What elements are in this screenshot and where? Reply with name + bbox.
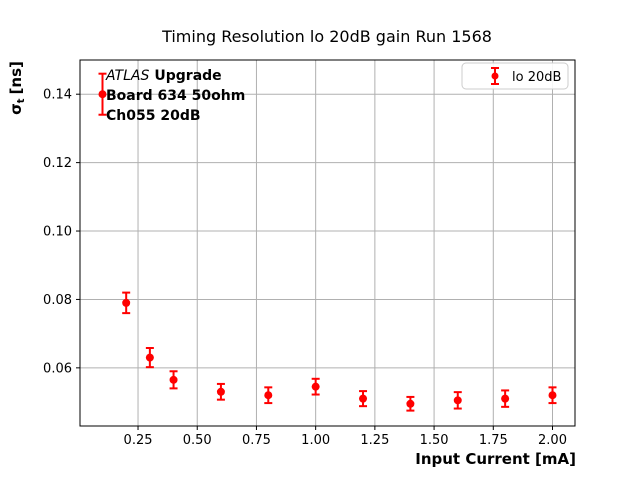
data-marker xyxy=(264,391,273,400)
y-tick-label: 0.12 xyxy=(43,156,72,171)
x-tick-label: 2.00 xyxy=(538,433,567,448)
errorbar-point xyxy=(359,390,368,408)
data-marker xyxy=(98,90,107,99)
y-tick-label: 0.14 xyxy=(43,88,72,103)
x-tick-label: 1.50 xyxy=(420,433,449,448)
y-tick-label: 0.06 xyxy=(43,361,72,376)
annotation-upgrade: Upgrade xyxy=(154,68,221,84)
data-marker xyxy=(406,399,415,408)
data-marker xyxy=(359,394,368,403)
y-axis-label-sigma: σ xyxy=(7,103,25,115)
errorbar-point xyxy=(548,386,557,405)
y-axis-label: σt [ns] xyxy=(7,61,27,115)
grid xyxy=(80,60,575,426)
x-tick-label: 0.25 xyxy=(124,433,153,448)
legend-errorbar-icon xyxy=(491,67,499,85)
errorbar-point xyxy=(169,370,178,390)
legend: lo 20dB xyxy=(461,62,569,90)
errorbar-point xyxy=(406,395,415,412)
x-tick-label: 0.50 xyxy=(183,433,212,448)
annotation-line-2: Board 634 50ohm xyxy=(106,88,245,104)
data-marker xyxy=(145,353,154,362)
y-tick-label: 0.10 xyxy=(43,225,72,240)
y-axis-label-units: [ns] xyxy=(7,61,25,94)
data-marker xyxy=(501,394,510,403)
errorbar-point xyxy=(453,391,462,410)
errorbar-point xyxy=(216,382,225,401)
axis-ticks: 0.25 0.50 0.75 1.00 1.25 1.50 1.75 2.00 0.06 0.08… xyxy=(43,88,567,448)
data-marker xyxy=(311,382,320,391)
x-tick-label: 1.00 xyxy=(301,433,330,448)
plot-area-border xyxy=(79,59,576,427)
annotation-line-3: Ch055 20dB xyxy=(106,108,201,124)
data-marker xyxy=(122,298,131,307)
data-marker xyxy=(548,391,557,400)
errorbar-point xyxy=(145,347,154,369)
x-axis-label: Input Current [mA] xyxy=(415,450,576,468)
annotation-line-1: ATLAS Upgrade xyxy=(105,68,222,84)
y-tick-label: 0.08 xyxy=(43,293,72,308)
x-tick-label: 0.75 xyxy=(242,433,271,448)
legend-box xyxy=(461,62,569,90)
x-tick-label: 1.75 xyxy=(479,433,508,448)
data-marker xyxy=(453,396,462,405)
annotation-atlas: ATLAS xyxy=(105,68,149,84)
legend-label: lo 20dB xyxy=(512,70,561,85)
data-marker xyxy=(216,387,225,396)
errorbar-point xyxy=(311,377,320,396)
chart-title: Timing Resolution lo 20dB gain Run 1568 xyxy=(161,27,492,46)
errorbar-series xyxy=(98,72,557,412)
errorbar-point xyxy=(122,291,131,315)
x-tick-label: 1.25 xyxy=(360,433,389,448)
errorbar-point xyxy=(98,72,107,116)
errorbar-point xyxy=(264,386,273,405)
errorbar-point xyxy=(501,389,510,408)
data-marker xyxy=(169,375,178,384)
y-axis-label-subscript: t xyxy=(16,98,27,103)
